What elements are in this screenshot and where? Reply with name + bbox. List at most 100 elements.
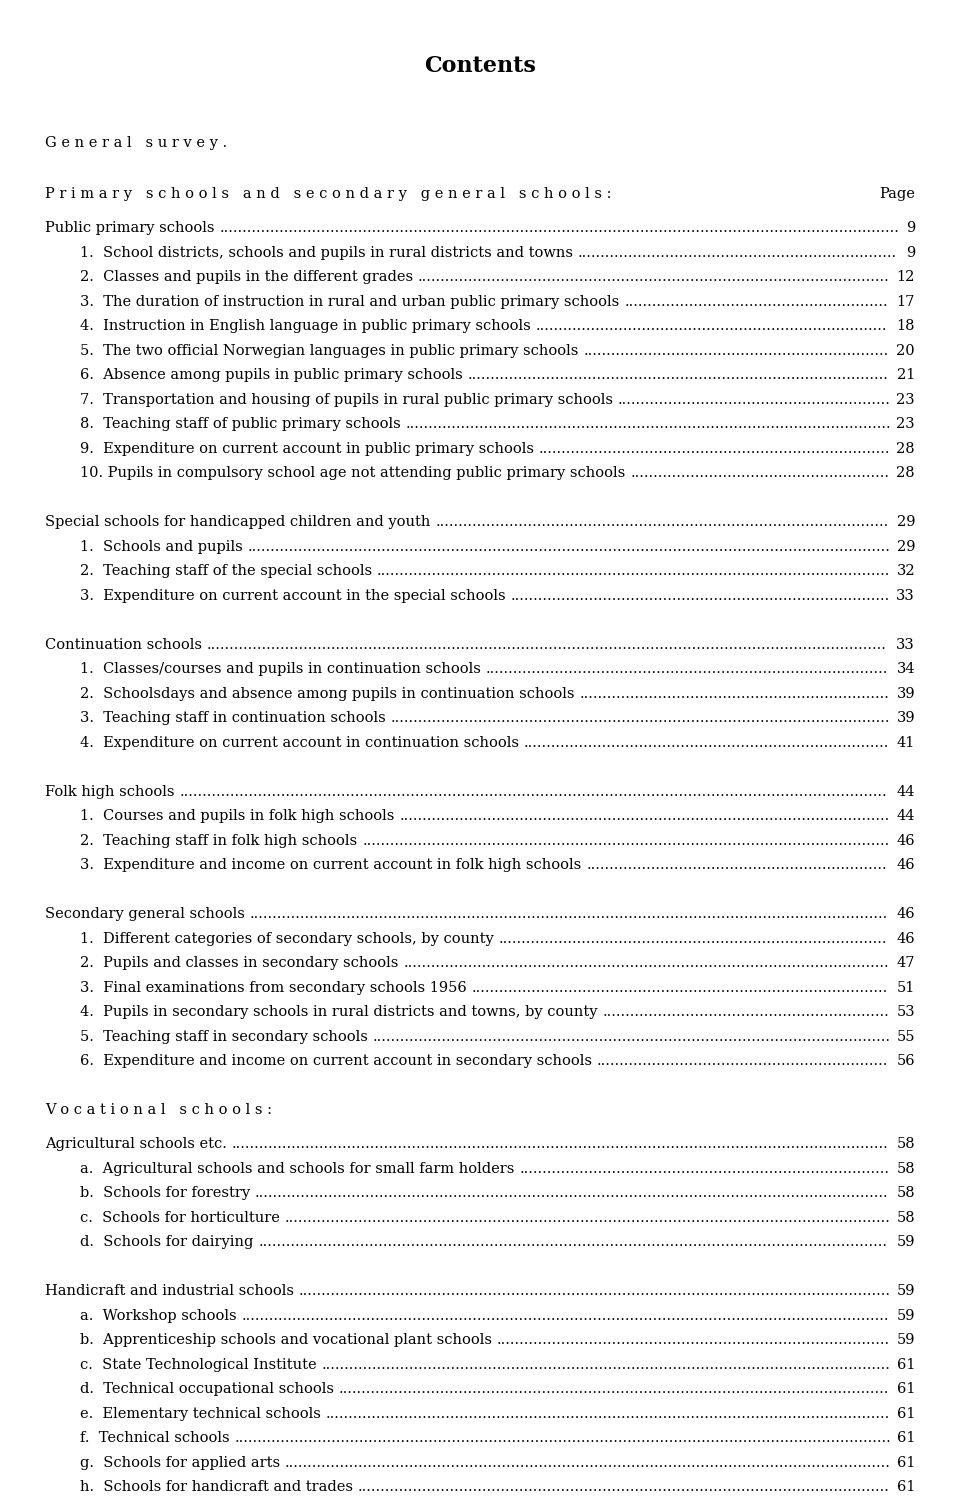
Text: 58: 58 xyxy=(897,1138,915,1151)
Text: 1.  Classes/courses and pupils in continuation schools: 1. Classes/courses and pupils in continu… xyxy=(80,663,481,676)
Text: ................................................................................: ........................................… xyxy=(406,418,892,431)
Text: 1.  Different categories of secondary schools, by county: 1. Different categories of secondary sch… xyxy=(80,932,493,945)
Text: ................................................................................: ........................................… xyxy=(234,1431,892,1444)
Text: a.  Workshop schools: a. Workshop schools xyxy=(80,1309,236,1323)
Text: 2.  Schoolsdays and absence among pupils in continuation schools: 2. Schoolsdays and absence among pupils … xyxy=(80,687,574,700)
Text: ................................................................................: ........................................… xyxy=(486,663,888,676)
Text: b.  Schools for forestry: b. Schools for forestry xyxy=(80,1186,251,1199)
Text: ................................................................................: ........................................… xyxy=(419,271,890,284)
Text: ................................................................................: ........................................… xyxy=(322,1357,891,1372)
Text: ................................................................................: ........................................… xyxy=(232,1138,889,1151)
Text: 3.  Expenditure and income on current account in folk high schools: 3. Expenditure and income on current acc… xyxy=(80,858,581,872)
Text: 28: 28 xyxy=(897,442,915,455)
Text: 2.  Pupils and classes in secondary schools: 2. Pupils and classes in secondary schoo… xyxy=(80,956,398,971)
Text: ................................................................................: ........................................… xyxy=(436,516,889,529)
Text: Folk high schools: Folk high schools xyxy=(45,785,175,798)
Text: 18: 18 xyxy=(897,319,915,334)
Text: 5.  The two official Norwegian languages in public primary schools: 5. The two official Norwegian languages … xyxy=(80,344,578,358)
Text: ................................................................................: ........................................… xyxy=(471,981,888,995)
Text: ................................................................................: ........................................… xyxy=(248,540,891,553)
Text: c.  State Technological Institute: c. State Technological Institute xyxy=(80,1357,317,1372)
Text: 44: 44 xyxy=(897,785,915,798)
Text: ................................................................................: ........................................… xyxy=(377,564,891,579)
Text: Page: Page xyxy=(879,188,915,201)
Text: 29: 29 xyxy=(897,540,915,553)
Text: 34: 34 xyxy=(897,663,915,676)
Text: 61: 61 xyxy=(897,1480,915,1494)
Text: 21: 21 xyxy=(897,368,915,382)
Text: ................................................................................: ........................................… xyxy=(220,221,900,236)
Text: 6.  Absence among pupils in public primary schools: 6. Absence among pupils in public primar… xyxy=(80,368,463,382)
Text: ................................................................................: ........................................… xyxy=(497,1333,890,1347)
Text: g.  Schools for applied arts: g. Schools for applied arts xyxy=(80,1455,280,1470)
Text: 59: 59 xyxy=(897,1235,915,1249)
Text: Handicraft and industrial schools: Handicraft and industrial schools xyxy=(45,1284,294,1299)
Text: 2.  Teaching staff of the special schools: 2. Teaching staff of the special schools xyxy=(80,564,372,579)
Text: .....................................................................: ........................................… xyxy=(578,246,898,260)
Text: ..............................................................: ........................................… xyxy=(603,1006,889,1019)
Text: ................................................................................: ........................................… xyxy=(372,1030,891,1043)
Text: 5.  Teaching staff in secondary schools: 5. Teaching staff in secondary schools xyxy=(80,1030,368,1043)
Text: 53: 53 xyxy=(897,1006,915,1019)
Text: 39: 39 xyxy=(897,687,915,700)
Text: ................................................................................: ........................................… xyxy=(339,1383,889,1396)
Text: 17: 17 xyxy=(897,295,915,308)
Text: 1.  Courses and pupils in folk high schools: 1. Courses and pupils in folk high schoo… xyxy=(80,809,395,824)
Text: ................................................................................: ........................................… xyxy=(519,1162,889,1175)
Text: ...........................................................: ........................................… xyxy=(618,392,891,407)
Text: 3.  Teaching staff in continuation schools: 3. Teaching staff in continuation school… xyxy=(80,711,386,726)
Text: 58: 58 xyxy=(897,1210,915,1225)
Text: ................................................................................: ........................................… xyxy=(250,908,888,921)
Text: 46: 46 xyxy=(897,932,915,945)
Text: 46: 46 xyxy=(897,908,915,921)
Text: P r i m a r y   s c h o o l s   a n d   s e c o n d a r y   g e n e r a l   s c : P r i m a r y s c h o o l s a n d s e c … xyxy=(45,188,612,201)
Text: 56: 56 xyxy=(897,1054,915,1069)
Text: f.  Technical schools: f. Technical schools xyxy=(80,1431,229,1444)
Text: .................................................................: ........................................… xyxy=(587,858,887,872)
Text: G e n e r a l   s u r v e y .: G e n e r a l s u r v e y . xyxy=(45,137,228,150)
Text: 59: 59 xyxy=(897,1284,915,1299)
Text: ................................................................................: ........................................… xyxy=(285,1210,891,1225)
Text: Public primary schools: Public primary schools xyxy=(45,221,214,236)
Text: 61: 61 xyxy=(897,1357,915,1372)
Text: 3.  The duration of instruction in rural and urban public primary schools: 3. The duration of instruction in rural … xyxy=(80,295,619,308)
Text: 23: 23 xyxy=(897,392,915,407)
Text: Special schools for handicapped children and youth: Special schools for handicapped children… xyxy=(45,516,430,529)
Text: .........................................................: ........................................… xyxy=(624,295,888,308)
Text: ..................................................................: ........................................… xyxy=(584,344,889,358)
Text: 3.  Expenditure on current account in the special schools: 3. Expenditure on current account in the… xyxy=(80,589,506,603)
Text: 2.  Classes and pupils in the different grades: 2. Classes and pupils in the different g… xyxy=(80,271,413,284)
Text: V o c a t i o n a l   s c h o o l s :: V o c a t i o n a l s c h o o l s : xyxy=(45,1103,272,1117)
Text: ................................................................................: ........................................… xyxy=(391,711,890,726)
Text: ........................................................: ........................................… xyxy=(631,466,889,481)
Text: 8.  Teaching staff of public primary schools: 8. Teaching staff of public primary scho… xyxy=(80,418,400,431)
Text: ................................................................................: ........................................… xyxy=(499,932,887,945)
Text: ................................................................................: ........................................… xyxy=(358,1480,890,1494)
Text: ................................................................................: ........................................… xyxy=(399,809,890,824)
Text: 47: 47 xyxy=(897,956,915,971)
Text: b.  Apprenticeship schools and vocational plant schools: b. Apprenticeship schools and vocational… xyxy=(80,1333,492,1347)
Text: ................................................................................: ........................................… xyxy=(242,1309,889,1323)
Text: 28: 28 xyxy=(897,466,915,481)
Text: 39: 39 xyxy=(897,711,915,726)
Text: 23: 23 xyxy=(897,418,915,431)
Text: ............................................................................: ........................................… xyxy=(536,319,887,334)
Text: 12: 12 xyxy=(897,271,915,284)
Text: 10. Pupils in compulsory school age not attending public primary schools: 10. Pupils in compulsory school age not … xyxy=(80,466,625,481)
Text: Contents: Contents xyxy=(424,56,536,77)
Text: Agricultural schools etc.: Agricultural schools etc. xyxy=(45,1138,227,1151)
Text: ................................................................................: ........................................… xyxy=(362,834,889,848)
Text: ...............................................................................: ........................................… xyxy=(524,736,889,750)
Text: 3.  Final examinations from secondary schools 1956: 3. Final examinations from secondary sch… xyxy=(80,981,467,995)
Text: a.  Agricultural schools and schools for small farm holders: a. Agricultural schools and schools for … xyxy=(80,1162,515,1175)
Text: ................................................................................: ........................................… xyxy=(299,1284,891,1299)
Text: 20: 20 xyxy=(897,344,915,358)
Text: ................................................................................: ........................................… xyxy=(258,1235,887,1249)
Text: 7.  Transportation and housing of pupils in rural public primary schools: 7. Transportation and housing of pupils … xyxy=(80,392,613,407)
Text: Secondary general schools: Secondary general schools xyxy=(45,908,245,921)
Text: ...............................................................: ........................................… xyxy=(597,1054,888,1069)
Text: d.  Technical occupational schools: d. Technical occupational schools xyxy=(80,1383,334,1396)
Text: 9: 9 xyxy=(905,246,915,260)
Text: h.  Schools for handicraft and trades: h. Schools for handicraft and trades xyxy=(80,1480,353,1494)
Text: 51: 51 xyxy=(897,981,915,995)
